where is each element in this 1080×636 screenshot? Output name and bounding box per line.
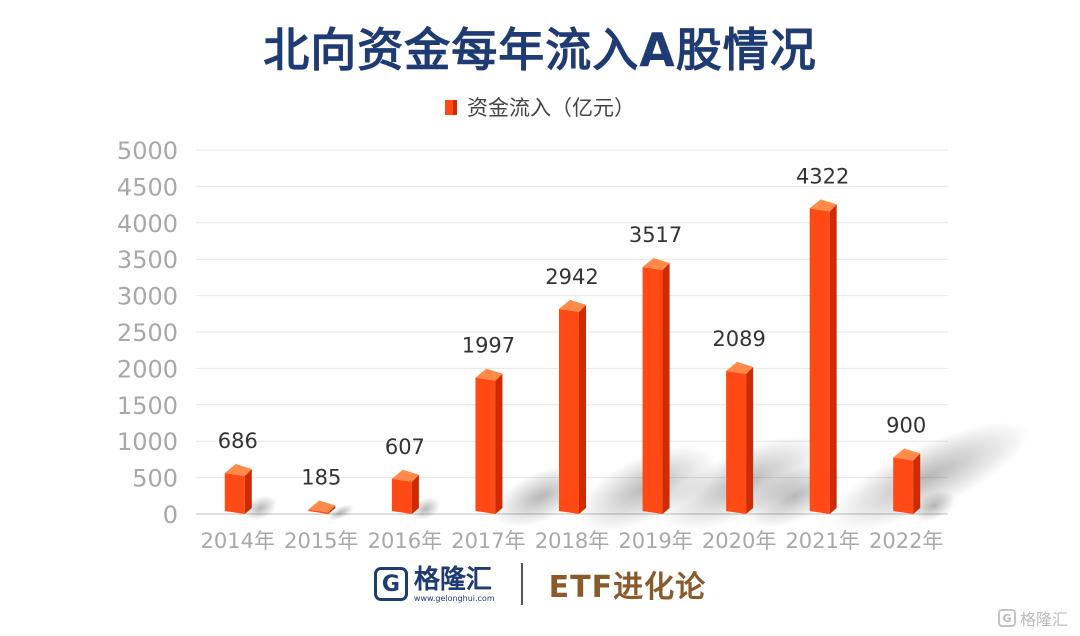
y-tick-label: 0 bbox=[163, 501, 178, 529]
bar-shadow bbox=[828, 421, 1030, 532]
data-label: 1997 bbox=[462, 334, 515, 358]
bar-side bbox=[495, 373, 503, 514]
x-tick-label: 2022年 bbox=[869, 529, 943, 553]
data-labels: 686 185 607 1997 2942 3517 2089 4322 900 bbox=[218, 164, 927, 489]
gelonghui-logo: 格隆汇 www.gelonghui.com bbox=[414, 566, 495, 603]
x-tick-label: 2020年 bbox=[702, 529, 776, 553]
bar-front bbox=[893, 457, 914, 514]
x-tick-label: 2018年 bbox=[535, 529, 609, 553]
bar-side bbox=[328, 505, 336, 514]
bar-shadow bbox=[912, 490, 956, 522]
data-label: 686 bbox=[218, 429, 258, 453]
bar-side bbox=[579, 304, 586, 514]
bar-side bbox=[913, 453, 921, 514]
x-tick-label: 2014年 bbox=[201, 529, 275, 553]
footer: G 格隆汇 www.gelonghui.com ETF进化论 bbox=[0, 560, 1080, 608]
x-tick-label: 2017年 bbox=[451, 529, 525, 553]
bars bbox=[224, 199, 921, 514]
y-tick-label: 500 bbox=[132, 465, 178, 493]
data-label: 607 bbox=[385, 435, 425, 459]
bar-front bbox=[809, 208, 830, 514]
gelonghui-logo-icon: G bbox=[373, 567, 408, 601]
bar-side bbox=[829, 204, 837, 514]
y-tick-label: 2500 bbox=[117, 319, 178, 347]
bar-top bbox=[308, 500, 336, 513]
x-tick-label: 2015年 bbox=[284, 529, 358, 553]
y-tick-label: 4000 bbox=[117, 210, 178, 238]
chart-legend: 资金流入（亿元） bbox=[0, 92, 1080, 122]
bar-front bbox=[224, 473, 245, 514]
y-tick-label: 1000 bbox=[117, 428, 178, 456]
data-label: 185 bbox=[301, 466, 341, 490]
y-tick-label: 5000 bbox=[117, 137, 178, 165]
bar-top bbox=[224, 464, 252, 477]
bar-front bbox=[642, 266, 663, 514]
data-label: 2942 bbox=[545, 265, 598, 289]
chart-title: 北向资金每年流入A股情况 bbox=[263, 23, 817, 77]
y-axis-ticks: 0 500 1000 1500 2000 2500 3000 3500 4000 4500 5000 bbox=[117, 137, 178, 529]
bar-shadow bbox=[328, 504, 354, 521]
x-tick-label: 2016年 bbox=[368, 529, 442, 553]
legend-swatch bbox=[445, 99, 457, 115]
gelonghui-url: www.gelonghui.com bbox=[413, 593, 495, 603]
bar-top bbox=[893, 448, 921, 461]
data-label: 4322 bbox=[796, 164, 849, 188]
data-label: 2089 bbox=[712, 327, 765, 351]
bar-front bbox=[726, 370, 747, 514]
bar-top bbox=[391, 469, 419, 482]
watermark-logo-icon: G bbox=[997, 609, 1016, 627]
bar-top bbox=[642, 257, 670, 270]
data-label: 900 bbox=[886, 413, 926, 437]
y-tick-label: 1500 bbox=[117, 392, 178, 420]
bar-shadow bbox=[244, 495, 278, 521]
watermark-text: 格隆汇 bbox=[1019, 610, 1068, 629]
footer-divider bbox=[520, 563, 523, 605]
x-tick-label: 2021年 bbox=[785, 529, 859, 553]
x-axis-ticks: 2014年 2015年 2016年 2017年 2018年 2019年 2020年 2021年… bbox=[201, 529, 944, 553]
x-tick-label: 2019年 bbox=[618, 529, 692, 553]
y-tick-label: 4500 bbox=[117, 173, 178, 201]
watermark: G 格隆汇 bbox=[997, 606, 1068, 630]
y-tick-label: 3500 bbox=[117, 246, 178, 274]
data-label: 3517 bbox=[629, 223, 682, 247]
bar-side bbox=[244, 469, 252, 514]
bar-top bbox=[726, 361, 754, 374]
bar-chart: 0 500 1000 1500 2000 2500 3000 3500 4000 4500 5000… bbox=[117, 137, 1030, 553]
bar-front bbox=[308, 509, 329, 514]
y-tick-label: 3000 bbox=[117, 283, 178, 311]
bar-front bbox=[391, 478, 412, 514]
bar-top bbox=[475, 368, 503, 381]
gelonghui-logo-text: 格隆汇 bbox=[413, 564, 492, 595]
y-tick-label: 2000 bbox=[117, 355, 178, 383]
bar-top bbox=[559, 299, 586, 312]
bar-top bbox=[809, 199, 837, 212]
bar-side bbox=[411, 474, 419, 514]
legend-label: 资金流入（亿元） bbox=[467, 96, 635, 120]
bar-side bbox=[746, 366, 754, 514]
bar-front bbox=[559, 308, 579, 514]
bar-front bbox=[475, 377, 496, 514]
etf-brand-text: ETF进化论 bbox=[548, 570, 707, 605]
bar-side bbox=[662, 262, 670, 514]
